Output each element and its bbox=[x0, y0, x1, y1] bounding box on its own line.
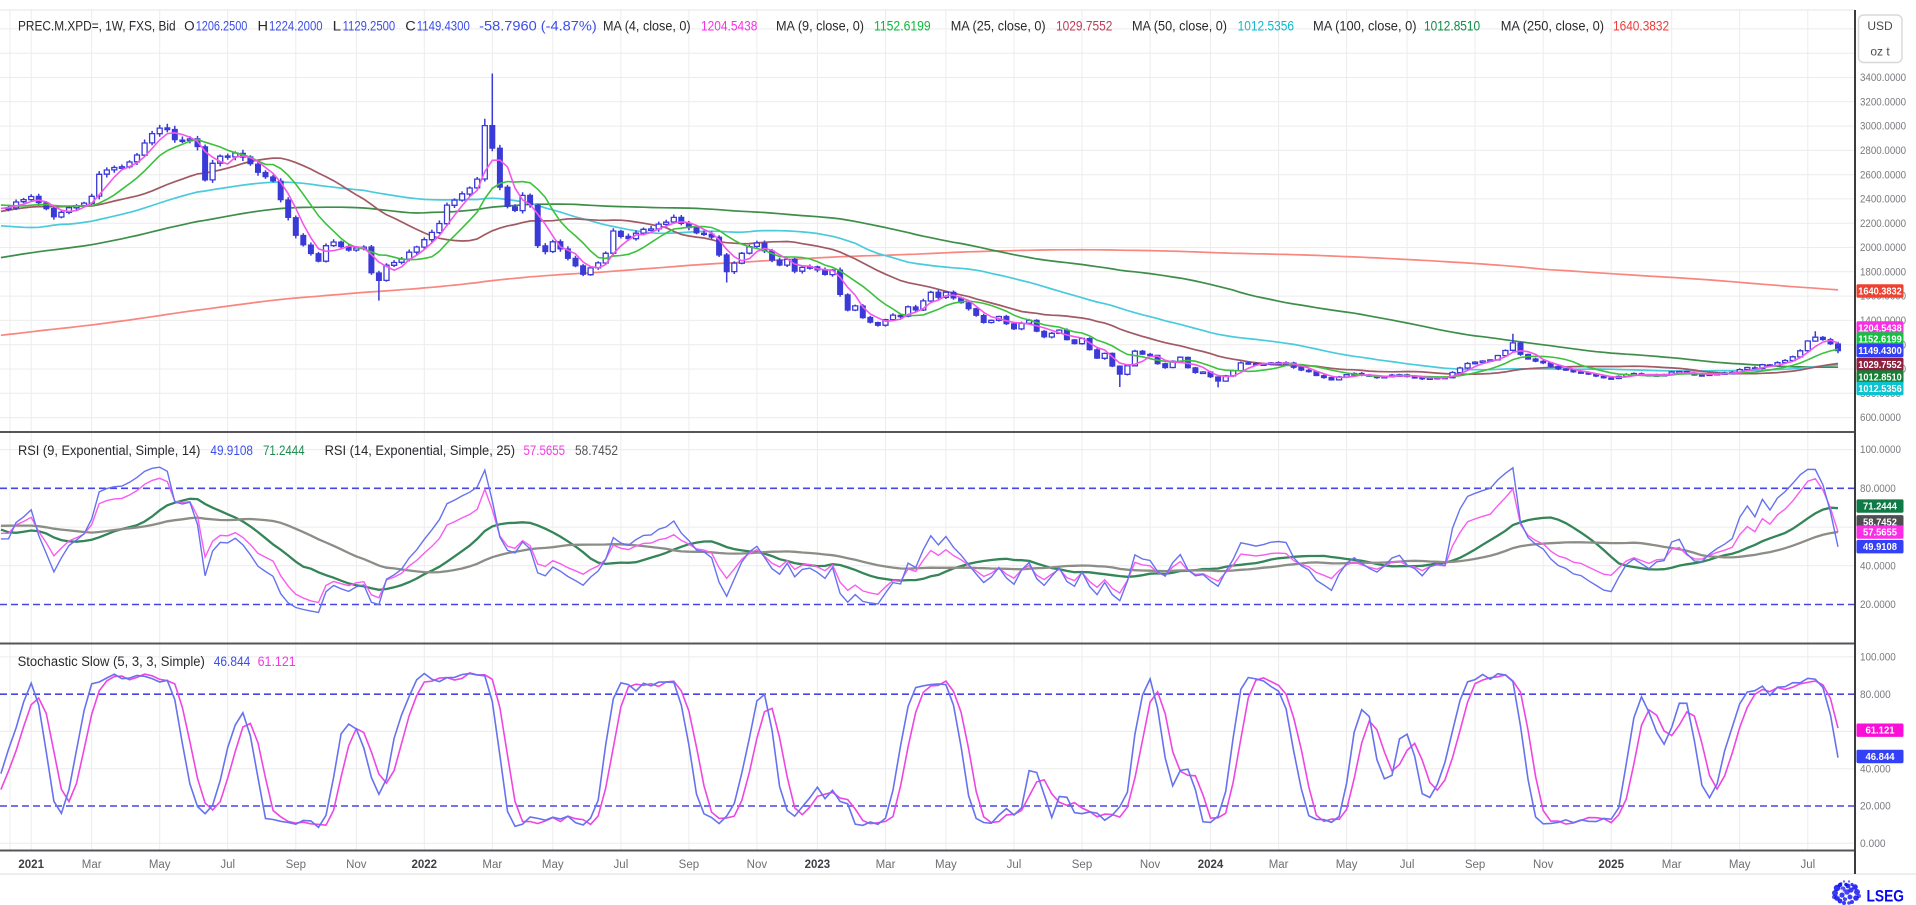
svg-text:1224.2000: 1224.2000 bbox=[269, 19, 323, 34]
svg-text:1204.5438: 1204.5438 bbox=[1858, 324, 1902, 335]
svg-text:O: O bbox=[184, 19, 195, 34]
svg-text:40.0000: 40.0000 bbox=[1860, 560, 1896, 572]
svg-text:Nov: Nov bbox=[1533, 859, 1554, 871]
svg-text:May: May bbox=[1729, 859, 1751, 871]
svg-text:MA (4, close, 0): MA (4, close, 0) bbox=[603, 19, 691, 34]
svg-text:Jul: Jul bbox=[1007, 859, 1022, 871]
svg-text:80.000: 80.000 bbox=[1860, 689, 1891, 701]
svg-text:Jul: Jul bbox=[1400, 859, 1415, 871]
svg-text:Jul: Jul bbox=[614, 859, 629, 871]
svg-text:1012.8510: 1012.8510 bbox=[1858, 373, 1902, 384]
svg-text:100.000: 100.000 bbox=[1860, 652, 1896, 664]
svg-text:Sep: Sep bbox=[286, 859, 306, 871]
svg-text:Sep: Sep bbox=[1072, 859, 1092, 871]
svg-text:1149.4300: 1149.4300 bbox=[417, 19, 470, 34]
svg-text:Sep: Sep bbox=[1465, 859, 1485, 871]
svg-text:Sep: Sep bbox=[679, 859, 699, 871]
svg-text:1012.8510: 1012.8510 bbox=[1424, 19, 1480, 34]
svg-text:Jul: Jul bbox=[1800, 859, 1815, 871]
svg-text:1012.5356: 1012.5356 bbox=[1858, 384, 1902, 395]
svg-text:MA (50, close, 0): MA (50, close, 0) bbox=[1132, 19, 1227, 34]
svg-text:MA (100, close, 0): MA (100, close, 0) bbox=[1313, 19, 1417, 34]
svg-text:1149.4300: 1149.4300 bbox=[1858, 346, 1902, 357]
svg-text:57.5655: 57.5655 bbox=[1863, 528, 1897, 539]
svg-text:2800.0000: 2800.0000 bbox=[1860, 145, 1906, 157]
svg-text:-58.7960 (-4.87%): -58.7960 (-4.87%) bbox=[479, 19, 597, 34]
svg-text:H: H bbox=[258, 19, 269, 34]
svg-text:49.9108: 49.9108 bbox=[210, 443, 253, 458]
svg-text:USD: USD bbox=[1867, 19, 1893, 33]
svg-text:1029.7552: 1029.7552 bbox=[1858, 360, 1902, 371]
svg-text:RSI (9, Exponential, Simple, 1: RSI (9, Exponential, Simple, 14) bbox=[18, 443, 200, 458]
svg-text:40.000: 40.000 bbox=[1860, 763, 1891, 775]
svg-text:80.0000: 80.0000 bbox=[1860, 483, 1896, 495]
svg-text:May: May bbox=[935, 859, 957, 871]
svg-text:Mar: Mar bbox=[82, 859, 102, 871]
svg-text:2400.0000: 2400.0000 bbox=[1860, 194, 1906, 206]
svg-text:20.0000: 20.0000 bbox=[1860, 599, 1896, 611]
svg-text:C: C bbox=[405, 19, 416, 34]
svg-text:LSEG: LSEG bbox=[1867, 888, 1905, 905]
svg-text:May: May bbox=[542, 859, 564, 871]
svg-text:20.000: 20.000 bbox=[1860, 801, 1891, 813]
svg-text:oz t: oz t bbox=[1870, 45, 1890, 59]
svg-text:MA (9, close, 0): MA (9, close, 0) bbox=[776, 19, 864, 34]
svg-text:3400.0000: 3400.0000 bbox=[1860, 72, 1906, 84]
svg-text:2023: 2023 bbox=[805, 859, 831, 871]
svg-text:0.000: 0.000 bbox=[1860, 838, 1886, 850]
svg-text:MA (250, close, 0): MA (250, close, 0) bbox=[1501, 19, 1604, 34]
svg-text:PREC.M.XPD=, 1W, FXS, Bid: PREC.M.XPD=, 1W, FXS, Bid bbox=[18, 19, 176, 34]
svg-text:1129.2500: 1129.2500 bbox=[343, 19, 396, 34]
svg-text:71.2444: 71.2444 bbox=[263, 443, 305, 458]
svg-text:1152.6199: 1152.6199 bbox=[1858, 335, 1902, 346]
svg-text:RSI (14, Exponential, Simple,: RSI (14, Exponential, Simple, 25) bbox=[325, 443, 515, 458]
svg-text:MA (25, close, 0): MA (25, close, 0) bbox=[951, 19, 1046, 34]
svg-text:71.2444: 71.2444 bbox=[1863, 502, 1897, 513]
svg-text:58.7452: 58.7452 bbox=[1863, 517, 1897, 528]
svg-text:600.0000: 600.0000 bbox=[1860, 412, 1901, 424]
svg-text:1800.0000: 1800.0000 bbox=[1860, 266, 1906, 278]
svg-text:2025: 2025 bbox=[1598, 859, 1624, 871]
svg-text:2600.0000: 2600.0000 bbox=[1860, 169, 1906, 181]
svg-text:2200.0000: 2200.0000 bbox=[1860, 218, 1906, 230]
svg-text:3200.0000: 3200.0000 bbox=[1860, 96, 1906, 108]
svg-text:Mar: Mar bbox=[1662, 859, 1682, 871]
svg-text:L: L bbox=[333, 19, 342, 34]
svg-text:46.844: 46.844 bbox=[214, 654, 251, 669]
svg-text:1640.3832: 1640.3832 bbox=[1858, 287, 1902, 298]
svg-text:Jul: Jul bbox=[220, 859, 235, 871]
svg-text:2021: 2021 bbox=[18, 859, 44, 871]
svg-text:1152.6199: 1152.6199 bbox=[874, 19, 931, 34]
svg-text:Nov: Nov bbox=[346, 859, 367, 871]
svg-text:1029.7552: 1029.7552 bbox=[1056, 19, 1112, 34]
svg-text:1206.2500: 1206.2500 bbox=[196, 19, 248, 34]
svg-text:May: May bbox=[1336, 859, 1358, 871]
svg-text:Nov: Nov bbox=[747, 859, 768, 871]
svg-text:61.121: 61.121 bbox=[1865, 726, 1895, 737]
svg-text:58.7452: 58.7452 bbox=[575, 443, 618, 458]
svg-text:Mar: Mar bbox=[1269, 859, 1289, 871]
svg-text:61.121: 61.121 bbox=[258, 654, 296, 669]
svg-text:Stochastic Slow (5, 3, 3, Simp: Stochastic Slow (5, 3, 3, Simple) bbox=[18, 654, 205, 669]
svg-text:3000.0000: 3000.0000 bbox=[1860, 121, 1906, 133]
svg-text:Nov: Nov bbox=[1140, 859, 1161, 871]
svg-text:2000.0000: 2000.0000 bbox=[1860, 242, 1906, 254]
svg-text:Mar: Mar bbox=[482, 859, 502, 871]
svg-text:Mar: Mar bbox=[876, 859, 896, 871]
svg-text:49.9108: 49.9108 bbox=[1863, 542, 1897, 553]
svg-text:1204.5438: 1204.5438 bbox=[701, 19, 757, 34]
svg-text:2024: 2024 bbox=[1198, 859, 1224, 871]
svg-text:May: May bbox=[149, 859, 171, 871]
svg-text:1640.3832: 1640.3832 bbox=[1613, 19, 1669, 34]
svg-text:2022: 2022 bbox=[412, 859, 438, 871]
svg-text:57.5655: 57.5655 bbox=[524, 443, 566, 458]
svg-text:1012.5356: 1012.5356 bbox=[1238, 19, 1294, 34]
svg-text:46.844: 46.844 bbox=[1865, 752, 1895, 763]
svg-text:100.0000: 100.0000 bbox=[1860, 444, 1901, 456]
